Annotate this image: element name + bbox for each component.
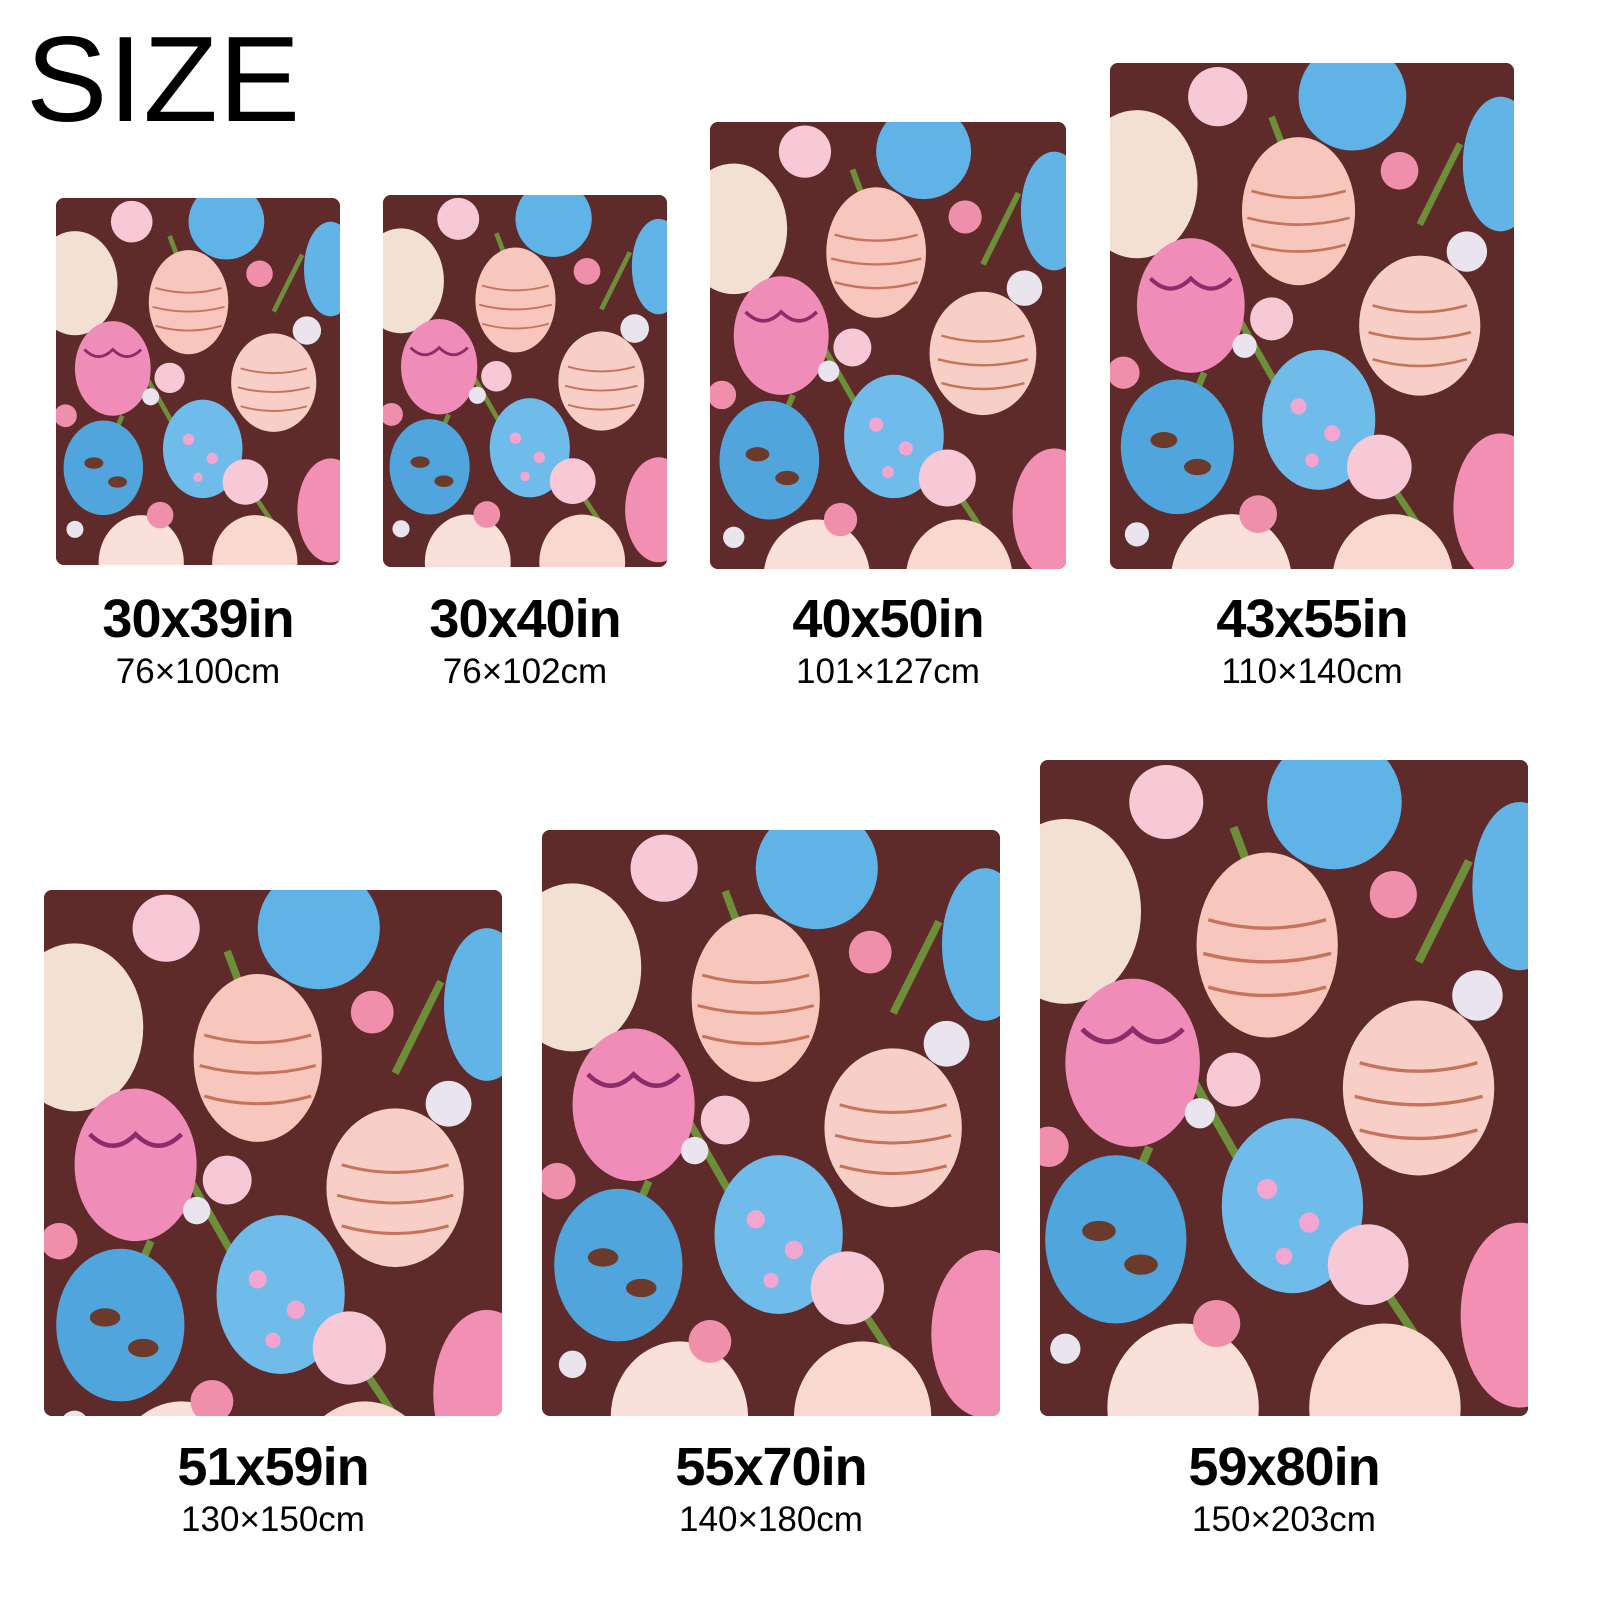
size-label: 30x39in 76×100cm xyxy=(18,592,378,689)
size-cm: 150×203cm xyxy=(1192,1500,1376,1539)
blanket-image-59x80in xyxy=(1040,760,1528,1416)
size-label: 30x40in 76×102cm xyxy=(345,592,705,689)
size-inches: 55x70in xyxy=(675,1437,867,1497)
size-label: 40x50in 101×127cm xyxy=(708,592,1068,689)
size-cm: 101×127cm xyxy=(796,652,980,691)
size-label: 43x55in 110×140cm xyxy=(1132,592,1492,689)
size-inches: 40x50in xyxy=(792,589,984,649)
blanket-image-43x55in xyxy=(1110,63,1514,569)
size-inches: 30x39in xyxy=(102,589,294,649)
size-inches: 30x40in xyxy=(429,589,621,649)
blanket-image-30x39in xyxy=(56,198,340,565)
page-title: SIZE xyxy=(26,11,302,147)
blanket-image-55x70in xyxy=(542,830,1000,1416)
blanket-image-51x59in xyxy=(44,890,502,1416)
size-cm: 110×140cm xyxy=(1221,652,1403,691)
blanket-image-40x50in xyxy=(710,122,1066,569)
size-cm: 130×150cm xyxy=(181,1500,365,1539)
size-cm: 140×180cm xyxy=(679,1500,863,1539)
size-cm: 76×102cm xyxy=(442,652,608,691)
size-label: 51x59in 130×150cm xyxy=(93,1440,453,1537)
size-inches: 59x80in xyxy=(1188,1437,1380,1497)
size-cm: 76×100cm xyxy=(115,652,281,691)
size-label: 55x70in 140×180cm xyxy=(591,1440,951,1537)
size-label: 59x80in 150×203cm xyxy=(1104,1440,1464,1537)
size-inches: 51x59in xyxy=(177,1437,369,1497)
blanket-image-30x40in xyxy=(383,195,667,567)
size-inches: 43x55in xyxy=(1216,589,1408,649)
